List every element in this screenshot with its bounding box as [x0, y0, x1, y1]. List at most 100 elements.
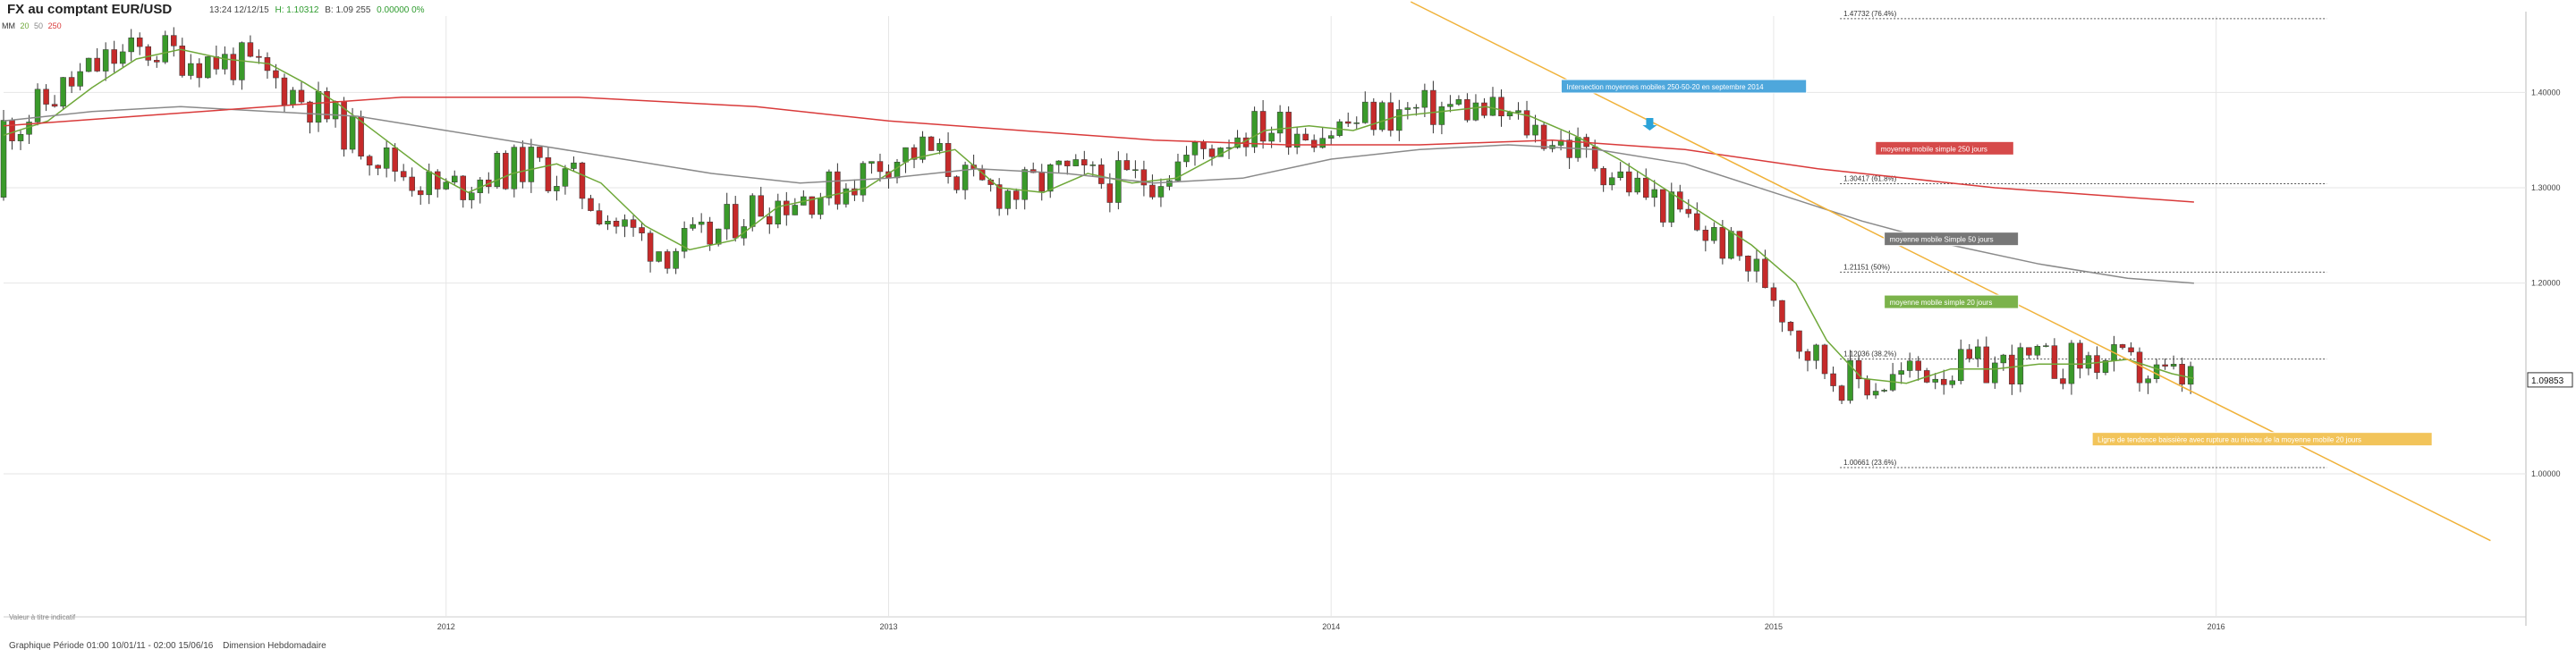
candle-body — [681, 228, 688, 252]
candle-body — [1166, 180, 1173, 187]
candle-body — [537, 147, 543, 158]
candle-body — [843, 188, 850, 205]
candle-body — [171, 35, 177, 46]
candle-body — [690, 224, 696, 229]
candle-body — [1762, 258, 1768, 289]
candle-body — [1362, 101, 1368, 123]
candle-body — [928, 136, 935, 151]
x-tick-label: 2014 — [1322, 622, 1340, 631]
y-tick-label: 1.30000 — [2531, 183, 2561, 192]
candle-body — [1600, 168, 1606, 186]
candle-body — [17, 133, 24, 141]
candle-body — [1642, 177, 1649, 198]
candle-body — [2000, 354, 2007, 364]
candle-body — [290, 89, 296, 105]
candle-body — [953, 176, 960, 190]
candle-body — [2094, 355, 2100, 373]
candle-body — [1208, 148, 1216, 157]
candle-body — [571, 162, 577, 169]
candle-body — [205, 56, 211, 79]
candle-body — [1804, 350, 1811, 361]
quote-line: 13:24 12/12/15 H: 1.10312 B: 1.09 255 0.… — [209, 5, 428, 15]
candle-body — [273, 70, 279, 79]
candle-body — [111, 49, 117, 64]
candle-body — [1293, 133, 1301, 148]
candle-body — [1430, 89, 1436, 125]
footer-period: Graphique Période 01:00 10/01/11 - 02:00… — [9, 641, 214, 651]
candle-body — [2043, 345, 2049, 347]
candle-body — [792, 205, 799, 215]
candle-body — [452, 175, 458, 182]
candle-body — [1864, 378, 1870, 396]
annotation-text: Ligne de tendance baissière avec rupture… — [2097, 436, 2361, 444]
candle-body — [1983, 346, 1990, 384]
candle-body — [1464, 99, 1470, 121]
candle-body — [443, 181, 449, 190]
candle-body — [630, 219, 637, 228]
moving-average-line-20 — [3, 48, 2195, 384]
y-tick-label: 1.40000 — [2531, 88, 2561, 97]
candle-body — [1932, 378, 1938, 383]
candle-body — [664, 251, 671, 269]
candle-body — [196, 63, 203, 79]
candle-body — [162, 35, 169, 63]
footer-dimension: Dimension Hebdomadaire — [223, 641, 326, 651]
candle-body — [732, 204, 739, 239]
candle-body — [2085, 355, 2092, 369]
candle-body — [1506, 112, 1513, 117]
candle-body — [1796, 330, 1802, 352]
candle-body — [554, 186, 560, 191]
candle-body — [1157, 186, 1165, 198]
x-tick-label: 2012 — [437, 622, 455, 631]
candle-body — [1319, 138, 1326, 148]
candle-body — [68, 77, 75, 87]
candle-body — [1753, 258, 1760, 272]
candle-body — [1685, 208, 1692, 215]
candle-body — [2060, 378, 2066, 384]
y-tick-label: 1.20000 — [2531, 279, 2561, 288]
candle-body — [247, 42, 254, 57]
candle-body — [494, 153, 501, 188]
candle-body — [375, 164, 381, 169]
candle-body — [1489, 97, 1496, 116]
candle-body — [1906, 360, 1913, 371]
moving-average-line-50 — [3, 105, 2194, 284]
candle-body — [936, 143, 943, 151]
annotation-text: moyenne mobile simple 20 jours — [1890, 299, 1993, 307]
candle-body — [1344, 121, 1352, 124]
candle-body — [1949, 380, 1955, 385]
candle-body — [2102, 360, 2109, 373]
fib-level-label: 1.21151 (50%) — [1843, 263, 1890, 271]
candle-body — [1421, 89, 1428, 108]
candle-body — [1123, 160, 1131, 171]
candle-body — [1745, 256, 1751, 272]
candle-body — [1660, 189, 1666, 223]
candle-body — [1004, 190, 1011, 209]
candle-body — [1055, 160, 1063, 165]
candle-body — [698, 221, 705, 225]
candle-body — [1285, 112, 1292, 148]
candle-body — [77, 71, 83, 87]
candle-body — [128, 38, 134, 53]
candle-body — [1174, 161, 1182, 181]
annotation-box — [1875, 140, 2014, 156]
candle-body — [1574, 137, 1581, 158]
candle-body — [605, 221, 611, 224]
candle-body — [1098, 164, 1105, 184]
fib-level-label: 1.47732 (76.4%) — [1843, 10, 1896, 18]
candle-body — [1855, 359, 1862, 380]
candle-body — [996, 184, 1003, 209]
candle-body — [852, 188, 858, 196]
candle-body — [434, 171, 441, 190]
candle-body — [1072, 159, 1080, 166]
candle-body — [409, 176, 415, 191]
candle-body — [919, 136, 926, 160]
current-price-label: 1.09853 — [2531, 376, 2564, 386]
candle-body — [1728, 231, 1734, 259]
candle-body — [102, 49, 109, 72]
candle-body — [835, 171, 841, 205]
candle-body — [366, 156, 373, 166]
candle-body — [1064, 160, 1071, 166]
candle-body — [34, 89, 41, 122]
